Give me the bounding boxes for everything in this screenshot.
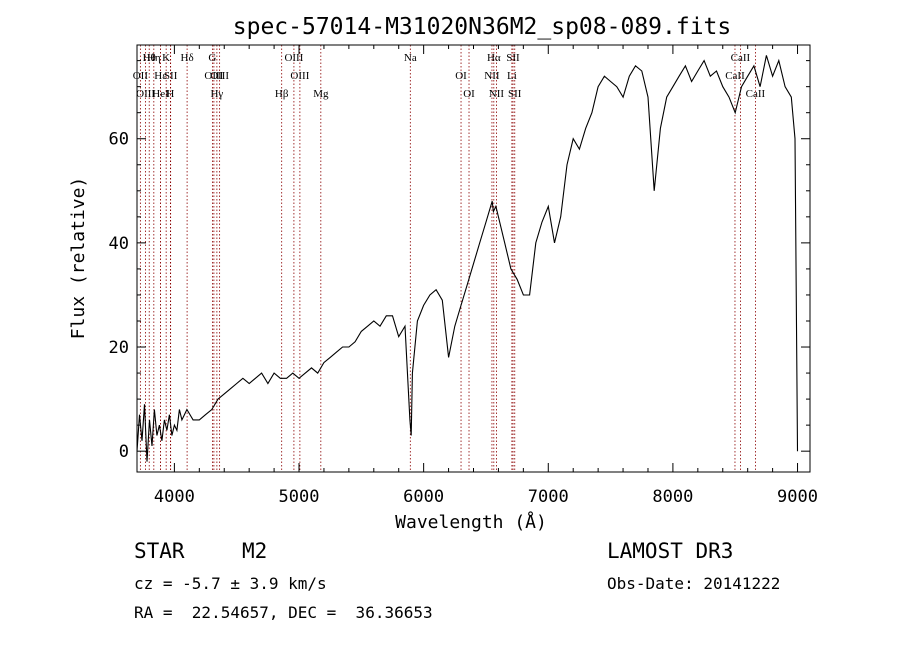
line-marker-label: Hδ xyxy=(181,52,194,64)
line-marker-label: OI xyxy=(455,70,467,82)
x-tick-label: 6000 xyxy=(403,487,444,507)
y-axis-label: Flux (relative) xyxy=(68,177,89,340)
spectrum-line xyxy=(136,55,799,462)
x-axis-label: Wavelength (Å) xyxy=(395,511,547,533)
line-marker-label: Hβ xyxy=(275,88,289,100)
line-marker-label: Mg xyxy=(313,88,329,100)
line-markers xyxy=(139,45,756,472)
observation-date: Obs-Date: 20141222 xyxy=(607,574,781,593)
line-marker-label: OIII xyxy=(290,70,309,82)
x-tick-label: 4000 xyxy=(154,487,195,507)
y-tick-label: 0 xyxy=(119,442,129,462)
chart-title: spec-57014-M31020N36M2_sp08-089.fits xyxy=(233,14,732,40)
line-marker-labels: HθOIIOIIIKHεHeIHηSIIHHδOIIIHγGOIIIHβOIII… xyxy=(133,52,766,100)
line-marker-label: HeI xyxy=(152,88,169,100)
line-marker-label: OIII xyxy=(284,52,303,64)
y-tick-label: 40 xyxy=(109,234,129,254)
line-marker-label: OIII xyxy=(210,70,229,82)
x-axis-ticks: 4000 5000 6000 7000 8000 9000 xyxy=(154,45,818,507)
line-marker-label: CaII xyxy=(731,52,751,64)
y-tick-label: 60 xyxy=(109,130,129,150)
x-tick-label: 5000 xyxy=(279,487,320,507)
object-subclass: M2 xyxy=(242,539,268,563)
plot-frame xyxy=(136,44,811,473)
line-marker-label: OIII xyxy=(136,88,155,100)
line-marker-label: CaII xyxy=(746,88,766,100)
survey-name: LAMOST DR3 xyxy=(607,539,734,563)
line-marker-label: Hγ xyxy=(210,88,223,100)
line-marker-label: Li xyxy=(507,70,517,82)
line-marker-label: H xyxy=(166,88,174,100)
line-marker-label: SII xyxy=(164,70,178,82)
line-marker-label: Hη xyxy=(147,52,161,64)
line-marker-label: Hθ xyxy=(143,52,156,64)
x-tick-label: 7000 xyxy=(528,487,569,507)
line-marker-label: SII xyxy=(508,88,522,100)
line-marker-label: G xyxy=(208,52,216,64)
line-marker-label: K xyxy=(162,52,170,64)
object-type: STAR xyxy=(134,539,185,563)
y-axis-ticks: 0 20 40 60 xyxy=(109,60,810,462)
line-marker-label: OII xyxy=(133,70,149,82)
line-marker-label: OI xyxy=(463,88,475,100)
line-marker-label: OIII xyxy=(204,70,223,82)
line-marker-label: Hα xyxy=(487,52,501,64)
line-marker-label: CaII xyxy=(725,70,745,82)
x-tick-label: 9000 xyxy=(777,487,818,507)
redshift-cz: cz = -5.7 ± 3.9 km/s xyxy=(134,574,327,593)
line-marker-label: SII xyxy=(506,52,520,64)
x-tick-label: 8000 xyxy=(652,487,693,507)
line-marker-label: NII xyxy=(484,70,500,82)
line-marker-label: NII xyxy=(489,88,505,100)
y-tick-label: 20 xyxy=(109,338,129,358)
line-marker-label: Hε xyxy=(154,70,167,82)
coordinates: RA = 22.54657, DEC = 36.36653 xyxy=(134,603,433,622)
line-marker-label: Na xyxy=(404,52,417,64)
